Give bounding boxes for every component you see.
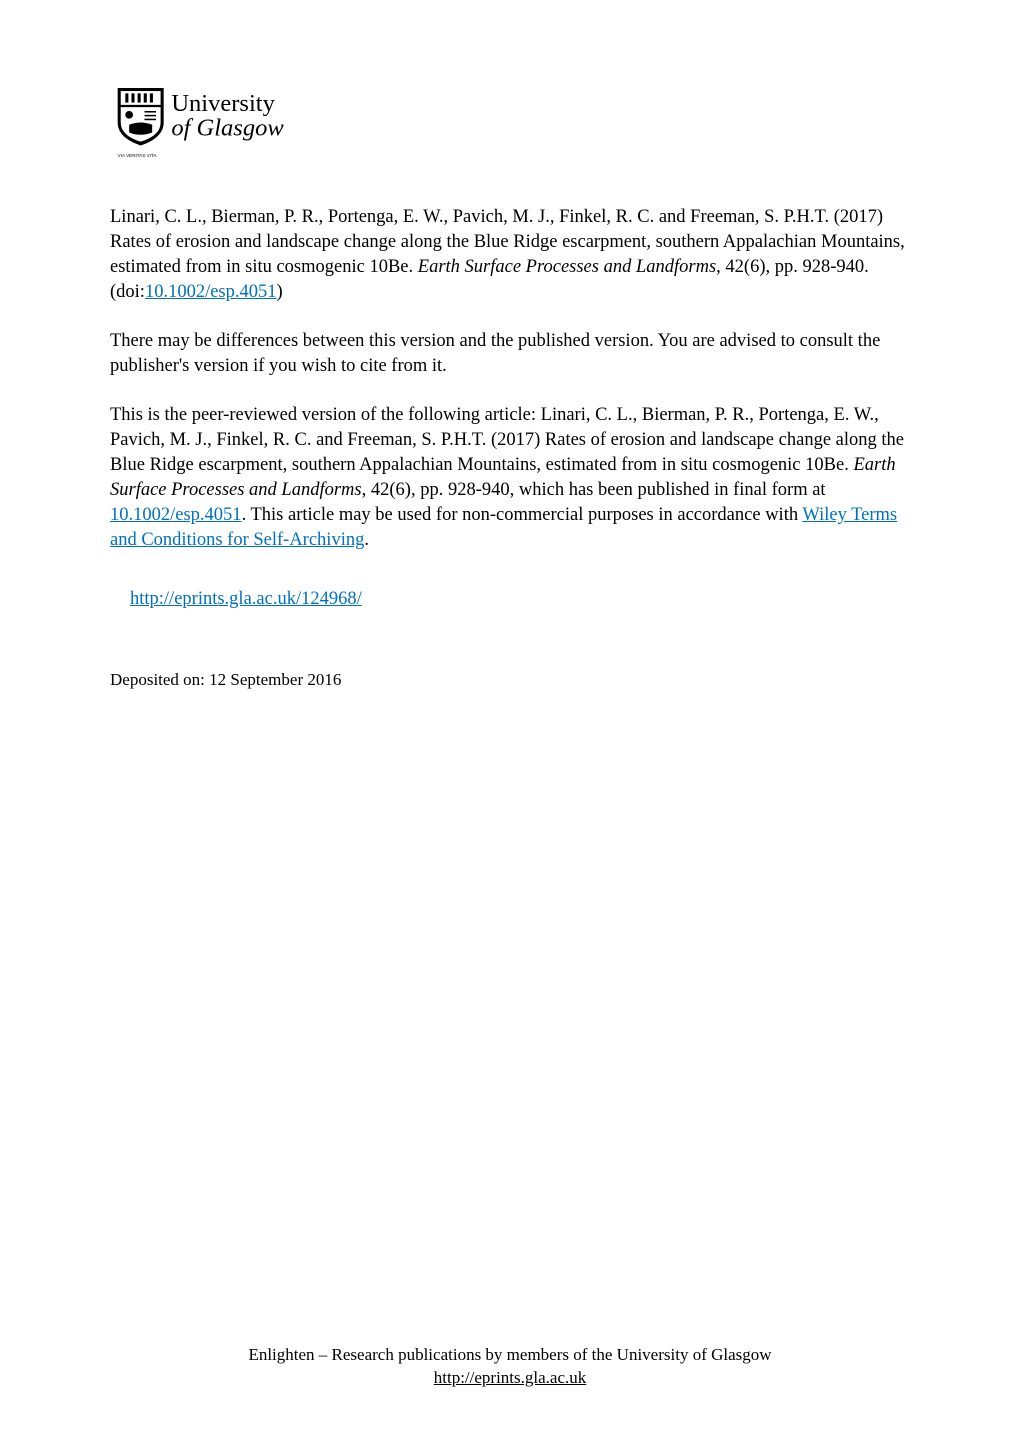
eprints-url-link[interactable]: http://eprints.gla.ac.uk/124968/ bbox=[130, 589, 910, 610]
citation-text: Linari, C. L., Bierman, P. R., Portenga,… bbox=[110, 205, 910, 305]
citation-journal: Earth Surface Processes and Landforms bbox=[418, 257, 716, 277]
peer-review-volpages: , 42(6), pp. 928-940, which has been pub… bbox=[362, 480, 826, 500]
citation-closing: ) bbox=[277, 282, 283, 302]
footer-enlighten-text: Enlighten – Research publications by mem… bbox=[0, 1344, 1020, 1367]
logo-text-line2: of Glasgow bbox=[171, 115, 284, 142]
footer-eprints-url: http://eprints.gla.ac.uk bbox=[0, 1367, 1020, 1390]
version-notice: There may be differences between this ve… bbox=[110, 329, 910, 379]
peer-review-doi-link[interactable]: 10.1002/esp.4051 bbox=[110, 505, 242, 525]
citation-doi-link[interactable]: 10.1002/esp.4051 bbox=[145, 282, 277, 302]
logo-motto: VIA VERITAS VITA bbox=[118, 153, 158, 158]
glasgow-crest-icon: University of Glasgow VIA VERITAS VITA bbox=[110, 80, 340, 165]
deposited-text: Deposited on: 12 September 2016 bbox=[110, 670, 341, 689]
university-logo: University of Glasgow VIA VERITAS VITA bbox=[110, 80, 910, 170]
logo-text-line1: University bbox=[171, 90, 275, 117]
peer-review-statement: This is the peer-reviewed version of the… bbox=[110, 403, 910, 553]
deposited-date: Deposited on: 12 September 2016 bbox=[110, 670, 910, 690]
page-footer: Enlighten – Research publications by mem… bbox=[0, 1344, 1020, 1390]
peer-review-after-doi: . This article may be used for non-comme… bbox=[242, 505, 803, 525]
peer-review-intro: This is the peer-reviewed version of the… bbox=[110, 405, 904, 475]
notice-text: There may be differences between this ve… bbox=[110, 331, 880, 376]
peer-review-closing: . bbox=[364, 530, 369, 550]
